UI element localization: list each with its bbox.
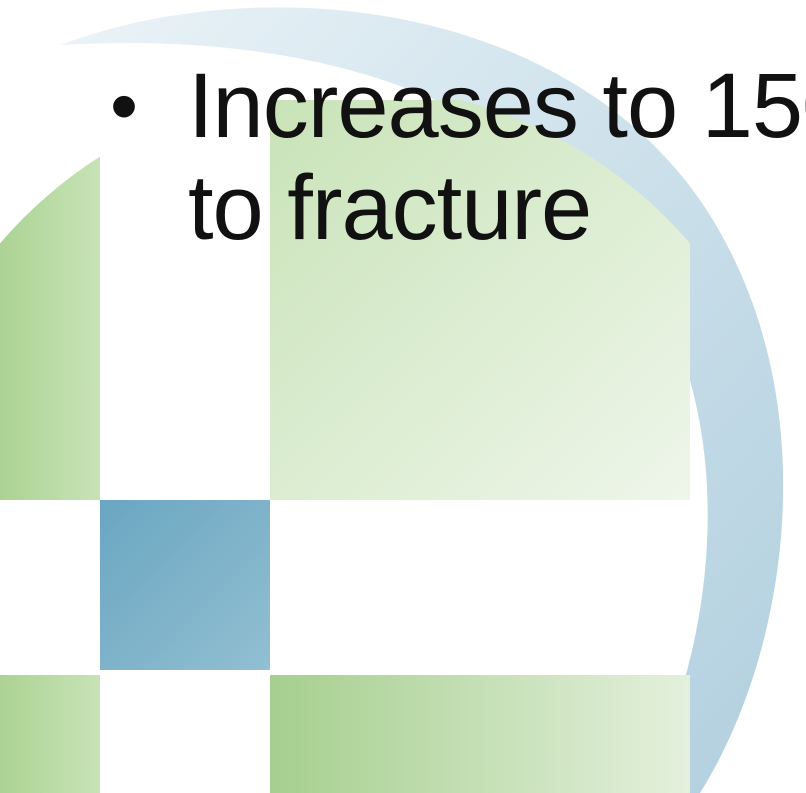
bullet-text-line2: to fracture	[188, 157, 592, 259]
bullet-symbol: •	[110, 61, 138, 150]
bullet-text: Increases to 150 to fracture	[188, 55, 806, 259]
bullet-text-line1: Increases to 150	[188, 55, 806, 157]
